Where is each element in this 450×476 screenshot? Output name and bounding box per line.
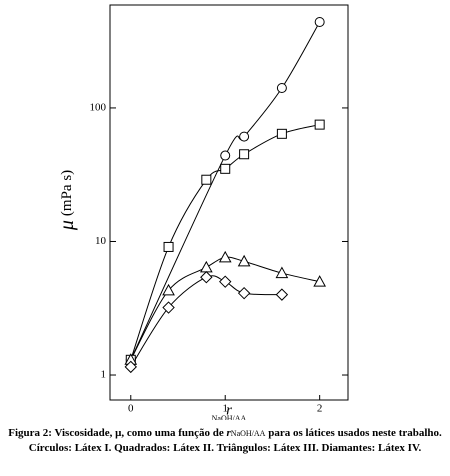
marker-triangle <box>313 275 327 287</box>
marker-square <box>239 149 250 160</box>
y-label-unit: (mPa s) <box>59 170 75 216</box>
marker-square <box>201 174 212 185</box>
x-axis-label: r <box>226 402 232 418</box>
x-label-subscript: NaOH/AA <box>212 414 247 420</box>
y-label-symbol: μ <box>56 220 78 231</box>
series-line <box>130 21 321 361</box>
marker-circle <box>314 17 325 28</box>
marker-triangle <box>275 266 289 279</box>
marker-circle <box>220 150 231 161</box>
marker-circle <box>239 131 250 142</box>
marker-diamond <box>162 301 175 314</box>
marker-diamond <box>200 271 213 284</box>
marker-triangle <box>199 260 213 273</box>
marker-square <box>163 241 174 252</box>
marker-square <box>220 163 231 174</box>
marker-diamond <box>219 275 232 288</box>
marker-square <box>314 119 325 130</box>
x-tick-label: 1 <box>222 403 228 415</box>
plot-frame <box>109 4 349 401</box>
marker-square <box>276 128 287 139</box>
x-tick-label: 0 <box>128 403 134 415</box>
y-tick-label: 10 <box>95 235 107 247</box>
caption-text: Figura 2: Viscosidade, μ, como uma funçã… <box>8 427 227 439</box>
x-tick-label: 2 <box>317 403 323 415</box>
marker-triangle <box>218 250 232 263</box>
caption-symbol: r <box>226 427 231 439</box>
marker-triangle <box>162 283 175 296</box>
caption-text: para os látices usados neste trabalho. C… <box>28 427 442 454</box>
y-axis-label: μ (mPa s) <box>56 170 78 231</box>
y-tick-label: 1 <box>101 369 107 381</box>
caption: Figura 2: Viscosidade, μ, como uma funçã… <box>4 426 446 455</box>
marker-circle <box>276 83 287 94</box>
marker-diamond <box>237 286 251 300</box>
marker-triangle <box>237 254 251 267</box>
y-tick-label: 100 <box>90 101 107 113</box>
marker-diamond <box>275 288 289 301</box>
marker-diamond <box>124 360 137 374</box>
caption-subscript: NaOH/AA <box>230 429 266 438</box>
chart: μ (mPa s) r NaOH/AA 0 1 2 1 10 100 <box>56 4 349 423</box>
